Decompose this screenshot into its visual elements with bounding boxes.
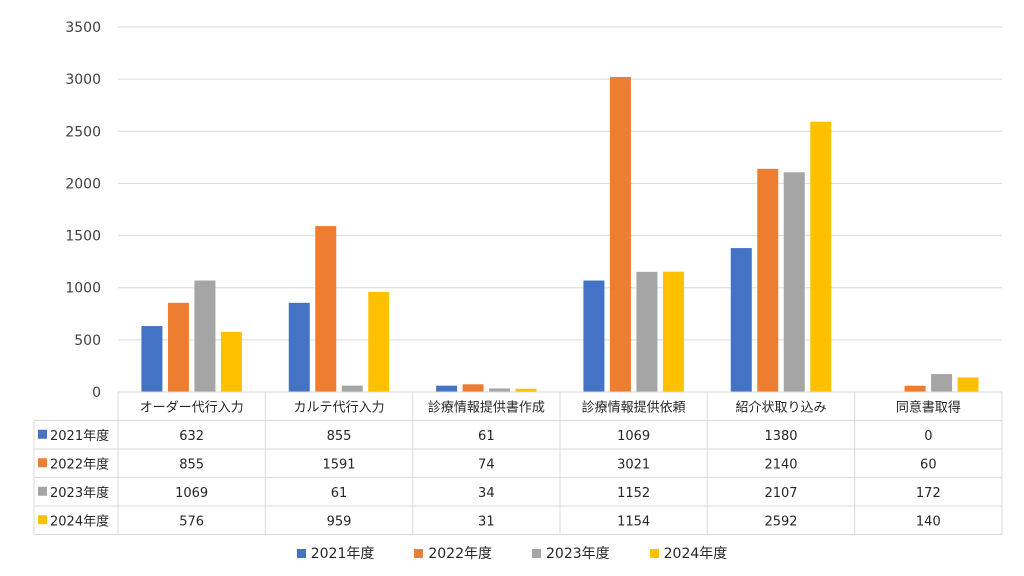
series-row-label: 2024年度 [50,513,109,529]
category-label: 診療情報提供依頼 [582,399,686,415]
legend-item: 2022年度 [414,543,492,563]
series-row-label: 2021年度 [50,428,109,444]
data-cell: 1591 [322,457,355,472]
y-tick-label: 2500 [65,124,101,140]
data-cell: 1069 [175,486,208,501]
bar [957,377,979,392]
bar [436,385,458,392]
bar [194,280,216,392]
data-cell: 61 [331,486,348,501]
data-cell: 172 [916,486,941,501]
legend-label: 2022年度 [428,546,492,562]
series-row-label: 2022年度 [50,456,109,472]
y-tick-label: 3000 [65,72,101,88]
bar [489,388,511,392]
bar [220,331,242,392]
bar [315,226,337,392]
data-cell: 60 [920,457,937,472]
legend-label: 2023年度 [546,546,610,562]
bar [462,384,484,392]
legend-swatch [296,548,306,558]
legend-swatch [649,548,659,558]
bar [609,76,631,393]
data-table: オーダー代行入力 カルテ代行入力 診療情報提供書作成 診療情報提供依頼 紹介状取り込み 同… [33,391,1003,535]
y-tick-label: 0 [92,385,101,401]
data-cell: 1154 [617,514,650,529]
series-key-swatch [38,486,47,496]
data-cell: 74 [478,457,495,472]
data-cell: 61 [478,429,495,444]
data-cell: 1069 [617,429,650,444]
legend-swatch [414,548,424,558]
y-tick-label: 1000 [65,281,101,297]
bar [904,385,926,392]
legend-item: 2021年度 [296,543,375,563]
bar [141,326,163,392]
bar [810,121,832,392]
category-label: 同意書取得 [896,399,961,415]
bar [730,248,752,392]
category-label: カルテ代行入力 [293,400,384,415]
gridlines [118,26,1002,341]
category-label: 診療情報提供書作成 [428,399,545,415]
bar [583,280,605,392]
category-label: オーダー代行入力 [140,400,244,415]
legend-label: 2024年度 [663,546,728,562]
data-cell: 855 [179,457,204,472]
bar [636,271,658,392]
data-cell: 1380 [764,429,797,444]
bars [141,76,979,393]
y-tick-label: 2000 [65,176,101,192]
y-tick-label: 500 [74,333,101,349]
bar [368,291,390,392]
series-key-swatch [38,429,47,439]
legend: 2021年度 2022年度 2023年度 2024年度 [0,540,1024,566]
data-cell: 34 [478,486,495,501]
bar [167,302,189,392]
data-cell: 576 [179,514,204,529]
legend-swatch [532,548,541,558]
data-cell: 2107 [764,486,797,501]
bar [662,271,684,392]
bar [341,385,363,392]
data-cell: 632 [179,429,204,444]
series-key-swatch [38,515,47,525]
data-cell: 2592 [764,514,797,529]
data-cell: 959 [327,514,352,529]
y-tick-label: 1500 [65,229,101,245]
data-cell: 0 [924,429,932,444]
category-label: 紹介状取り込み [735,400,826,415]
data-cell: 2140 [764,457,797,472]
legend-item: 2024年度 [649,543,728,563]
bar [757,168,779,392]
data-cell: 31 [478,514,495,529]
data-cell: 3021 [617,457,650,472]
y-axis-ticks: 0 500 1000 1500 2000 2500 3000 3500 [65,20,101,401]
legend-label: 2021年度 [310,546,375,562]
y-tick-label: 3500 [65,20,101,36]
bar [783,172,805,392]
data-cell: 1152 [617,486,650,501]
bar [515,388,537,392]
data-cell: 140 [916,514,941,529]
bar [931,374,953,392]
legend-item: 2023年度 [532,543,610,563]
series-key-swatch [38,458,47,468]
bar [288,302,310,392]
data-cell: 855 [327,429,352,444]
series-row-label: 2023年度 [50,485,109,501]
